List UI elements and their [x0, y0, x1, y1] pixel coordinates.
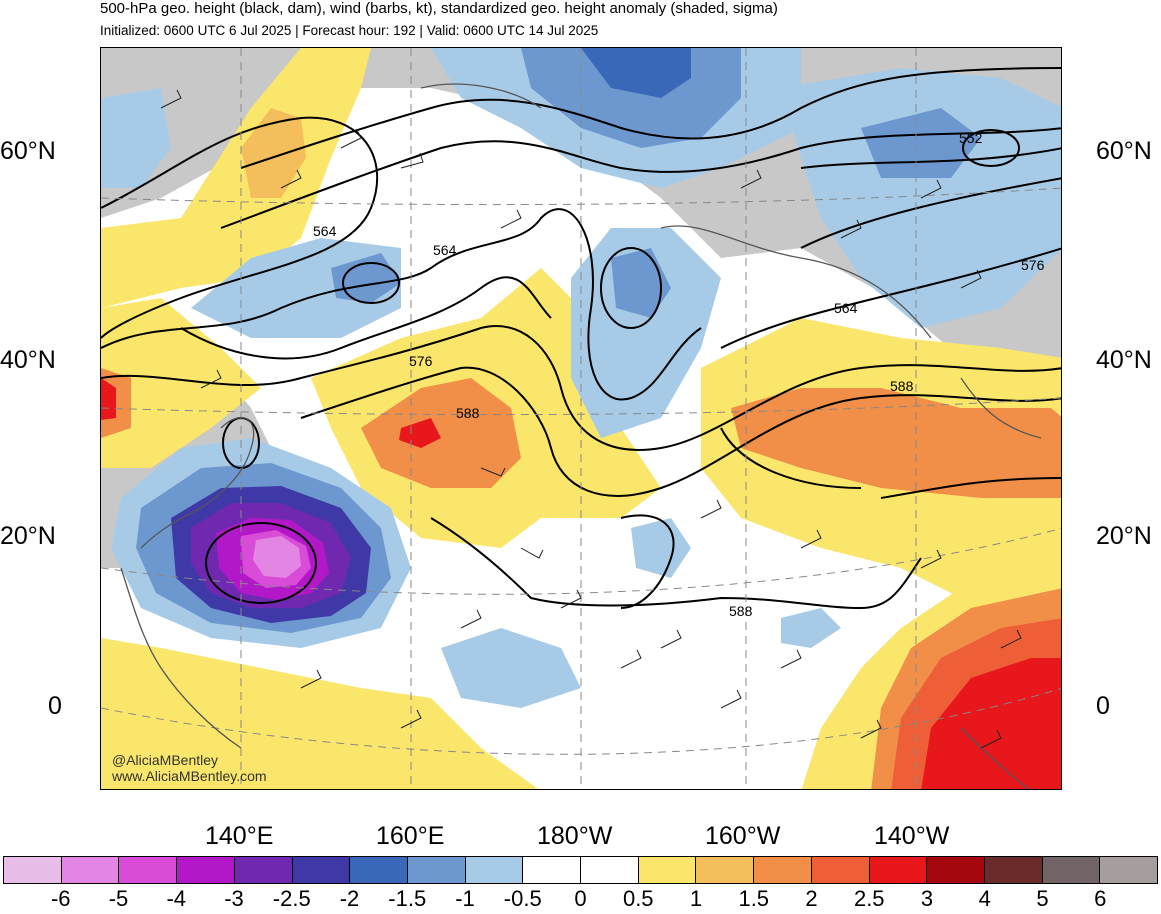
- colorbar-swatch: [927, 857, 985, 883]
- colorbar-tick-label: -1: [455, 886, 475, 911]
- lat-label-right: 0: [1096, 692, 1110, 720]
- credit-site: www.AliciaMBentley.com: [112, 768, 267, 784]
- graticule: [101, 48, 1061, 789]
- lat-label-right: 60°N: [1096, 137, 1152, 165]
- colorbar-swatch: [1042, 857, 1101, 883]
- colorbar-tick-label: 4: [978, 886, 991, 911]
- anomaly-yellow-west: [101, 298, 261, 468]
- contour-label: 576: [409, 353, 433, 369]
- colorbar-swatch: [177, 857, 235, 883]
- anomaly-yellow-north: [101, 48, 371, 308]
- anomaly-blue-small-nw: [101, 88, 171, 188]
- anomaly-orange-east: [731, 388, 1061, 498]
- colorbar-swatch: [869, 857, 928, 883]
- colorbar-tick-label: 2: [805, 886, 818, 911]
- colorbar-tick-label: 3: [920, 886, 934, 911]
- anomaly-orange-central: [361, 378, 521, 488]
- lon-label: 180°W: [537, 822, 613, 850]
- contour-label: 564: [433, 242, 457, 258]
- colorbar-swatch: [61, 857, 120, 883]
- colorbar-swatch: [292, 857, 351, 883]
- lat-label-left: 40°N: [0, 346, 56, 374]
- colorbar-swatch: [696, 857, 755, 883]
- anomaly-blue-east-small: [781, 608, 841, 648]
- colorbar-tick-label: 2.5: [853, 886, 885, 911]
- lat-label-left: 20°N: [0, 522, 56, 550]
- contour-label: 576: [1021, 257, 1045, 273]
- credit-handle: @AliciaMBentley: [112, 752, 219, 768]
- colorbar: [3, 856, 1158, 884]
- colorbar-tick-label: -4: [166, 886, 187, 911]
- lat-label-right: 20°N: [1096, 522, 1152, 550]
- colorbar-tick-label: -5: [108, 886, 129, 911]
- colorbar-swatch: [754, 857, 812, 883]
- colorbar-tick-label: 0: [574, 886, 587, 911]
- lat-label-right: 40°N: [1096, 346, 1152, 374]
- lon-label: 160°E: [376, 822, 445, 850]
- colorbar-swatch: [119, 857, 178, 883]
- colorbar-tick-label: -0.5: [503, 886, 542, 911]
- anomaly-yellow-south: [101, 638, 539, 789]
- lon-label: 160°W: [705, 822, 781, 850]
- figure-subtitle: Initialized: 0600 UTC 6 Jul 2025 | Forec…: [100, 23, 599, 38]
- colorbar-swatch: [1100, 857, 1158, 883]
- colorbar-swatch: [523, 857, 582, 883]
- contour-label: 588: [456, 405, 480, 421]
- lon-label: 140°W: [874, 822, 950, 850]
- contour-label: 564: [313, 223, 337, 239]
- colorbar-tick-label: 5: [1036, 886, 1049, 911]
- anomaly-typhoon-core: [253, 536, 301, 578]
- colorbar-swatch: [984, 857, 1043, 883]
- contour-label: 552: [959, 130, 983, 146]
- height-contours: [101, 67, 1061, 610]
- wind-barbs: [160, 89, 1022, 749]
- anomaly-blue-equator: [441, 628, 581, 708]
- colorbar-tick-label: -2: [339, 886, 360, 911]
- colorbar-swatch: [811, 857, 870, 883]
- coastlines: [120, 83, 1042, 789]
- lat-label-left: 0: [48, 692, 62, 720]
- colorbar-tick-label: -3: [224, 886, 244, 911]
- colorbar-swatch: [465, 857, 524, 883]
- anomaly-red-central: [399, 418, 441, 448]
- anomaly-blue-trough: [571, 228, 721, 438]
- figure-title: 500-hPa geo. height (black, dam), wind (…: [100, 0, 778, 17]
- colorbar-tick-label: -2.5: [272, 886, 311, 911]
- anomaly-blue-north-deep: [581, 48, 691, 98]
- contour-label-group: 564 564 576 588 588 564 588 552 576: [313, 130, 1045, 619]
- colorbar-swatch: [234, 857, 293, 883]
- anomaly-red-west-core: [101, 378, 116, 420]
- colorbar-tick-label: 1.5: [738, 886, 770, 911]
- colorbar-tick-label: 0.5: [622, 886, 654, 911]
- anomaly-orange-north: [241, 108, 306, 198]
- colorbar-swatch: [638, 857, 697, 883]
- contour-label: 564: [834, 300, 858, 316]
- colorbar-tick-label: -6: [50, 886, 71, 911]
- colorbar-tick-label: 1: [689, 886, 703, 911]
- map-panel: 564 564 576 588 588 564 588 552 576: [100, 47, 1062, 790]
- lon-label: 140°E: [205, 822, 274, 850]
- contour-label: 588: [890, 378, 914, 394]
- anomaly-blue-central-small: [631, 518, 691, 578]
- contour-label: 588: [729, 603, 753, 619]
- anomaly-deepred-se: [921, 658, 1061, 789]
- colorbar-swatch: [407, 857, 466, 883]
- lat-label-left: 60°N: [0, 137, 56, 165]
- colorbar-swatch: [4, 857, 62, 883]
- colorbar-tick-label: 6: [1094, 886, 1107, 911]
- colorbar-swatch: [581, 857, 639, 883]
- colorbar-swatch: [350, 857, 408, 883]
- colorbar-tick-label: -1.5: [388, 886, 427, 911]
- map-canvas: 564 564 576 588 588 564 588 552 576: [101, 48, 1061, 789]
